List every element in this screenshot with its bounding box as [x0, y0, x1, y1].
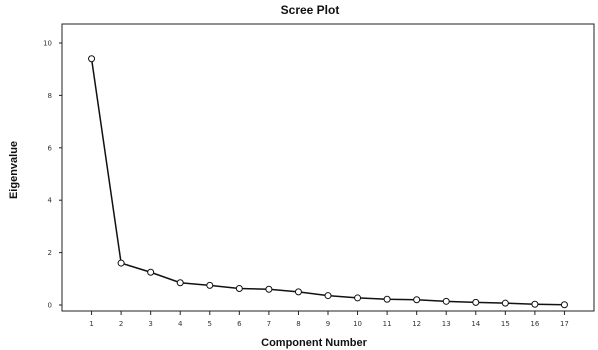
data-point-8: [294, 288, 302, 296]
x-tick-label-12: 12: [412, 320, 421, 328]
chart-title: Scree Plot: [281, 3, 340, 17]
series-layer: [88, 55, 568, 309]
data-point-6: [235, 284, 243, 292]
data-point-14: [472, 298, 480, 306]
x-tick-label-15: 15: [501, 320, 510, 328]
y-axis-label: Eigenvalue: [8, 141, 20, 199]
data-point-4: [176, 279, 184, 287]
y-tick-label-4: 4: [48, 197, 53, 205]
x-tick-label-6: 6: [237, 320, 242, 328]
x-tick-label-7: 7: [267, 320, 271, 328]
y-tick-label-10: 10: [43, 40, 52, 48]
data-point-13: [442, 297, 450, 305]
data-point-7: [265, 285, 273, 293]
x-tick-label-2: 2: [119, 320, 123, 328]
x-tick-label-17: 17: [560, 320, 569, 328]
data-point-5: [206, 281, 214, 289]
data-point-12: [413, 296, 421, 304]
data-point-3: [147, 268, 155, 276]
x-tick-label-13: 13: [442, 320, 451, 328]
data-point-1: [88, 55, 96, 63]
plot-area: [61, 23, 595, 312]
data-point-17: [560, 301, 568, 309]
x-tick-label-4: 4: [178, 320, 183, 328]
data-point-9: [324, 292, 332, 300]
x-tick-label-16: 16: [530, 320, 539, 328]
y-tick-label-6: 6: [48, 144, 53, 152]
x-tick-label-3: 3: [148, 320, 152, 328]
y-tick-label-0: 0: [48, 302, 52, 310]
x-tick-label-14: 14: [471, 320, 480, 328]
x-axis-label: Component Number: [261, 337, 367, 349]
y-tick-label-8: 8: [48, 92, 52, 100]
data-point-2: [117, 259, 125, 267]
x-tick-label-11: 11: [383, 320, 392, 328]
data-point-10: [354, 294, 362, 302]
x-tick-label-5: 5: [208, 320, 212, 328]
data-point-15: [501, 299, 509, 307]
y-tick-label-2: 2: [48, 249, 52, 257]
x-tick-label-10: 10: [353, 320, 362, 328]
x-tick-label-8: 8: [296, 320, 300, 328]
x-tick-label-9: 9: [326, 320, 330, 328]
x-tick-label-1: 1: [89, 320, 93, 328]
y-axis: 0 2 4 6 8 10: [43, 40, 62, 310]
data-point-11: [383, 295, 391, 303]
data-point-16: [531, 300, 539, 308]
x-axis: 1 2 3 4 5 6 7 8 9 10 11 12 13 14 15 16 17: [89, 311, 569, 328]
